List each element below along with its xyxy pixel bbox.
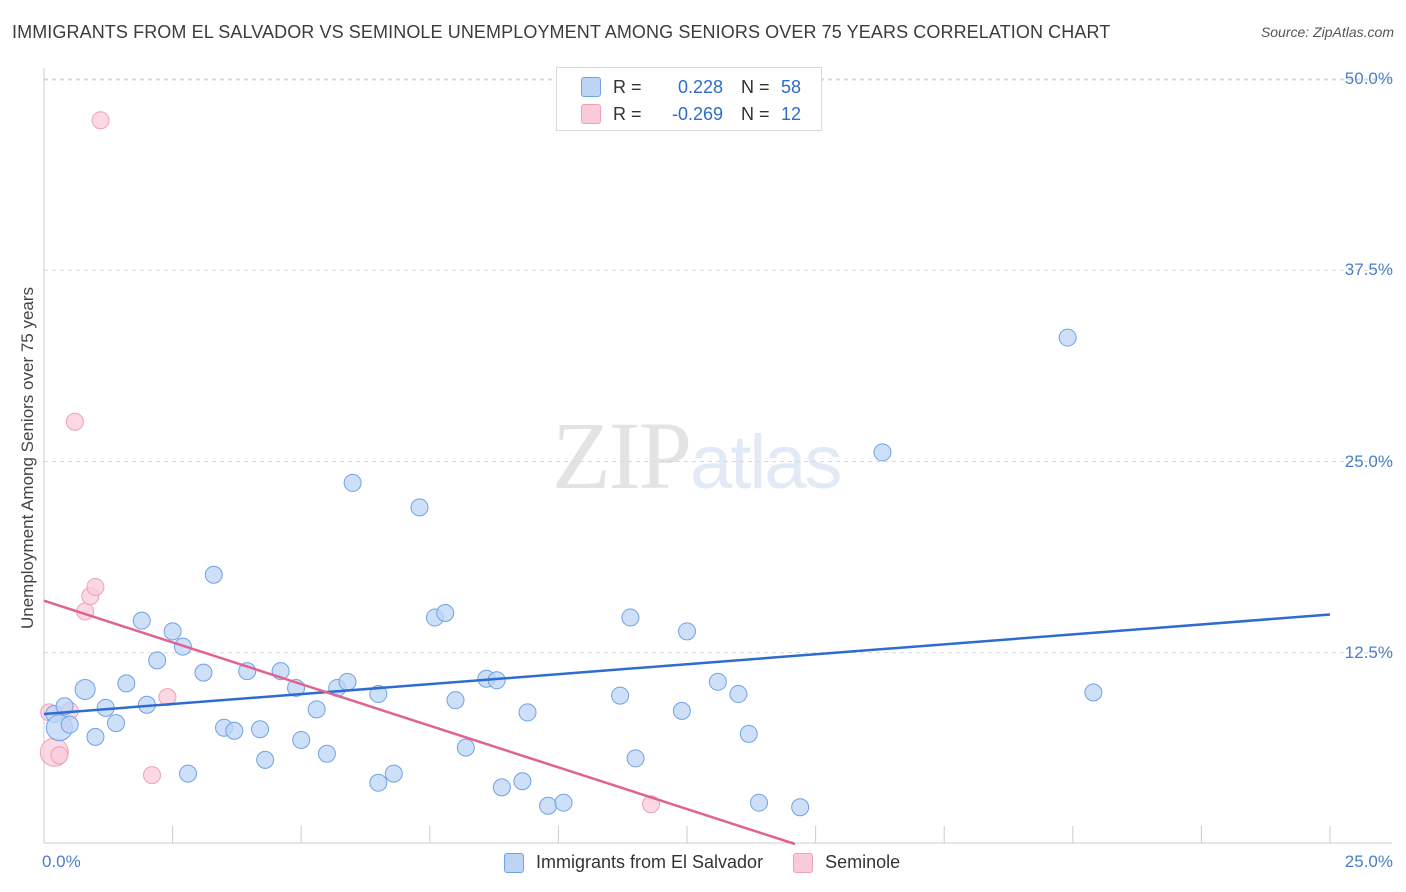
point-el-salvador <box>107 714 126 733</box>
legend-item-el-salvador[interactable]: Immigrants from El Salvador <box>504 852 763 873</box>
legend-row-el-salvador: R = 0.228 N = 58 <box>581 74 801 100</box>
point-el-salvador <box>436 603 455 622</box>
point-el-salvador <box>539 796 558 815</box>
point-el-salvador <box>86 727 105 746</box>
point-el-salvador <box>513 772 532 791</box>
point-el-salvador <box>251 720 270 739</box>
chart-title: IMMIGRANTS FROM EL SALVADOR VS SEMINOLE … <box>12 22 1111 42</box>
point-el-salvador <box>117 674 136 693</box>
point-el-salvador <box>611 686 630 705</box>
legend-r-label: R = <box>613 103 642 124</box>
correlation-legend: R = 0.228 N = 58 R = -0.269 N = 12 <box>556 67 822 131</box>
point-el-salvador <box>369 685 388 704</box>
point-el-salvador <box>554 793 573 812</box>
x-tick-label-min: 0.0% <box>42 852 81 871</box>
watermark-zip: ZIP <box>552 402 692 509</box>
point-seminole <box>50 746 69 765</box>
legend-swatch-seminole <box>793 852 814 873</box>
point-el-salvador <box>132 611 151 630</box>
y-tick-label: 12.5% <box>1344 642 1393 662</box>
point-el-salvador <box>292 730 311 749</box>
point-el-salvador <box>791 798 810 817</box>
point-el-salvador <box>163 622 182 641</box>
point-el-salvador <box>678 622 696 641</box>
trend-line-seminole <box>43 599 796 846</box>
point-el-salvador <box>492 778 511 797</box>
y-tick-label: 25.0% <box>1344 451 1393 471</box>
y-tick-label: 50.0% <box>1344 69 1393 88</box>
point-el-salvador <box>338 672 357 691</box>
point-el-salvador <box>60 715 79 734</box>
legend-swatch-seminole <box>581 104 601 124</box>
legend-n-value: 12 <box>781 103 802 124</box>
point-seminole <box>65 412 84 431</box>
legend-item-seminole[interactable]: Seminole <box>793 852 900 873</box>
legend-n-label: N = <box>741 103 770 124</box>
series-legend: Immigrants from El Salvador Seminole <box>504 852 930 873</box>
grid-lines <box>44 78 1392 654</box>
point-el-salvador <box>204 565 223 584</box>
point-el-salvador <box>194 663 213 682</box>
point-seminole <box>91 111 110 130</box>
point-el-salvador <box>410 498 429 517</box>
point-el-salvador <box>1084 683 1103 702</box>
point-el-salvador <box>307 700 326 719</box>
legend-label-el-salvador: Immigrants from El Salvador <box>536 852 764 872</box>
point-el-salvador <box>384 764 403 783</box>
point-el-salvador <box>74 678 96 700</box>
legend-row-seminole: R = -0.269 N = 12 <box>581 101 801 127</box>
legend-label-seminole: Seminole <box>825 852 901 872</box>
x-tick-label-max: 25.0% <box>1344 852 1393 871</box>
legend-r-value: -0.269 <box>671 103 723 124</box>
point-el-salvador <box>1058 328 1077 347</box>
legend-n-label: N = <box>741 76 770 97</box>
point-el-salvador <box>446 691 465 710</box>
point-el-salvador <box>739 724 758 743</box>
point-el-salvador <box>873 443 892 462</box>
trend-lines <box>43 599 1331 846</box>
point-el-salvador <box>317 744 336 763</box>
legend-n-value: 58 <box>781 76 802 97</box>
axes <box>43 68 1392 844</box>
point-el-salvador <box>148 651 167 670</box>
legend-r-label: R = <box>613 76 642 97</box>
point-el-salvador <box>750 793 769 812</box>
point-el-salvador <box>729 685 748 704</box>
point-el-salvador <box>626 749 645 768</box>
data-points <box>39 111 1103 817</box>
point-el-salvador <box>256 750 275 769</box>
point-el-salvador <box>456 738 475 757</box>
point-el-salvador <box>708 672 727 691</box>
point-el-salvador <box>55 697 74 716</box>
watermark-atlas: atlas <box>690 420 843 505</box>
point-el-salvador <box>179 764 198 783</box>
point-el-salvador <box>621 608 640 627</box>
point-el-salvador <box>518 703 537 722</box>
point-el-salvador <box>343 473 362 492</box>
point-el-salvador <box>672 701 691 720</box>
legend-r-value: 0.228 <box>677 76 723 97</box>
point-seminole <box>86 577 105 596</box>
point-el-salvador <box>225 721 244 740</box>
y-tick-label: 37.5% <box>1344 260 1393 280</box>
legend-swatch-el-salvador <box>504 852 524 873</box>
legend-swatch-el-salvador <box>581 77 601 97</box>
watermark: ZIPatlas <box>552 400 843 511</box>
source-label: Source: ZipAtlas.com <box>1260 24 1394 40</box>
y-axis-label: Unemployment Among Seniors over 75 years <box>18 286 37 630</box>
point-seminole <box>143 766 162 785</box>
trend-line-el-salvador <box>43 613 1331 716</box>
point-el-salvador <box>369 773 388 792</box>
